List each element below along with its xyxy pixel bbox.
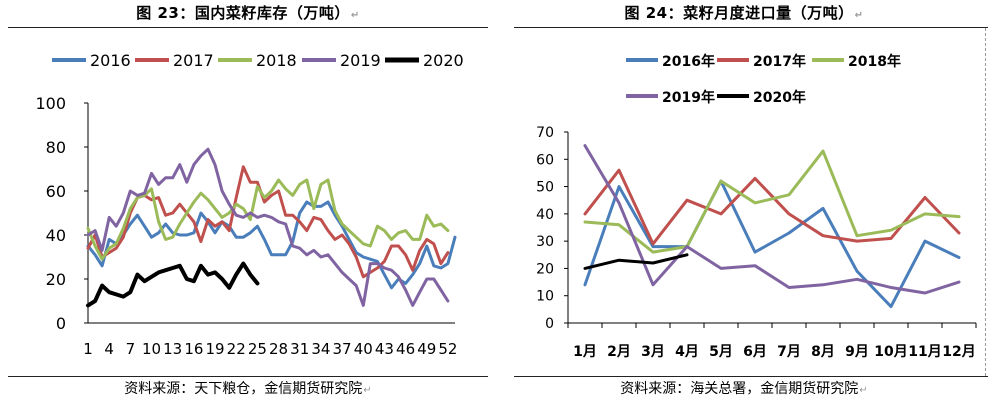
legend-item-2017年: 2017年: [717, 53, 806, 70]
page-edge-marker: [985, 28, 986, 376]
series-line-2020年: [583, 253, 689, 270]
series-line-2018年: [583, 149, 961, 254]
series-line-2017: [86, 165, 450, 279]
series-line-2020: [86, 261, 260, 308]
x-tick-label: 10月: [874, 344, 907, 360]
x-tick-label: 49: [417, 340, 436, 358]
series-line-2019年: [583, 144, 961, 295]
x-tick-label: 34: [311, 340, 330, 358]
y-tick-label: 60: [536, 152, 554, 168]
y-tick-label: 10: [536, 289, 554, 305]
x-tick-label: 28: [269, 340, 288, 358]
legend-label: 2020年: [753, 89, 806, 106]
chart-title: 图 23：国内菜籽库存（万吨）↵: [136, 4, 360, 22]
source-rule: [8, 376, 488, 377]
legend-item-2019年: 2019年: [626, 89, 715, 106]
legend-item-2020年: 2020年: [717, 89, 806, 106]
x-tick-label: 8月: [811, 344, 835, 360]
y-tick-label: 60: [46, 182, 66, 201]
x-tick-label: 1: [83, 340, 93, 358]
legend-label: 2018年: [848, 53, 901, 70]
series-line-2017年: [583, 168, 961, 246]
x-tick-label: 46: [396, 340, 415, 358]
x-tick-label: 3月: [641, 344, 665, 360]
y-tick-label: 40: [536, 207, 554, 223]
x-tick-label: 7: [126, 340, 136, 358]
legend-label: 2018: [256, 51, 297, 70]
x-tick-label: 25: [248, 340, 267, 358]
series-line-2016年: [583, 179, 961, 309]
x-tick-label: 1月: [573, 344, 597, 360]
x-tick-label: 10: [142, 340, 161, 358]
legend-label: 2017: [173, 51, 214, 70]
legend-label: 2019: [340, 51, 381, 70]
legend-item-2018年: 2018年: [812, 53, 901, 70]
y-tick-label: 100: [35, 94, 66, 113]
chart-panel-imports: 图 24：菜籽月度进口量（万吨）↵ 0 10 20 30 40 50 60 70 1月 2月 3月 4…: [496, 0, 992, 400]
legend-label: 2019年: [662, 89, 715, 106]
legend-label: 2016年: [662, 53, 715, 70]
x-tick-label: 37: [333, 340, 352, 358]
series-line-2016: [86, 200, 457, 290]
y-tick-label: 50: [536, 180, 554, 196]
series-line-2019: [86, 147, 450, 307]
x-tick-label: 4月: [675, 344, 699, 360]
y-tick-label: 40: [46, 226, 66, 245]
x-tick-label: 2月: [607, 344, 631, 360]
chart-source: 资料来源：天下粮仓，金信期货研究院↵: [124, 381, 372, 397]
source-rule: [514, 376, 988, 377]
x-tick-label: 12月: [942, 344, 975, 360]
x-tick-label: 31: [290, 340, 309, 358]
y-tick-label: 0: [545, 316, 554, 332]
chart-title: 图 24：菜籽月度进口量（万吨）↵: [624, 4, 864, 22]
y-tick-label: 20: [536, 261, 554, 277]
x-tick-label: 6月: [743, 344, 767, 360]
x-tick-label: 11月: [908, 344, 941, 360]
x-tick-label: 40: [354, 340, 373, 358]
legend-item-2020: 2020: [385, 51, 464, 70]
x-tick-label: 52: [438, 340, 457, 358]
imports-line-chart: 0 10 20 30 40 50 60 70 1月 2月 3月 4月 5月 6月 7月 8月 9月 10月 11月 1…: [536, 53, 977, 360]
x-tick-label: 43: [375, 340, 394, 358]
x-tick-label: 5月: [709, 344, 733, 360]
legend-item-2019: 2019: [302, 51, 381, 70]
chart-source: 资料来源：海关总署，金信期货研究院↵: [620, 381, 868, 397]
title-rule: [514, 27, 988, 28]
x-tick-label: 22: [227, 340, 246, 358]
legend-item-2017: 2017: [135, 51, 214, 70]
series-line-2018: [86, 178, 450, 261]
y-tick-label: 70: [536, 125, 554, 141]
y-tick-label: 30: [536, 234, 554, 250]
x-tick-label: 4: [104, 340, 114, 358]
x-tick-label: 7月: [777, 344, 801, 360]
legend-item-2016年: 2016年: [626, 53, 715, 70]
legend-label: 2016: [90, 51, 131, 70]
title-rule: [8, 27, 488, 28]
legend-item-2016: 2016: [52, 51, 131, 70]
y-tick-label: 80: [46, 138, 66, 157]
y-tick-label: 20: [46, 270, 66, 289]
legend-label: 2017年: [753, 53, 806, 70]
x-tick-label: 9月: [845, 344, 869, 360]
x-tick-label: 13: [163, 340, 182, 358]
legend-label: 2020: [423, 51, 464, 70]
y-tick-label: 0: [56, 314, 66, 333]
x-tick-label: 19: [205, 340, 224, 358]
legend-item-2018: 2018: [218, 51, 297, 70]
chart-panel-inventory: 图 23：国内菜籽库存（万吨）↵ 0 20 40 60 80 100 1 4 7 10 13 16 19…: [8, 4, 488, 397]
x-tick-label: 16: [184, 340, 203, 358]
